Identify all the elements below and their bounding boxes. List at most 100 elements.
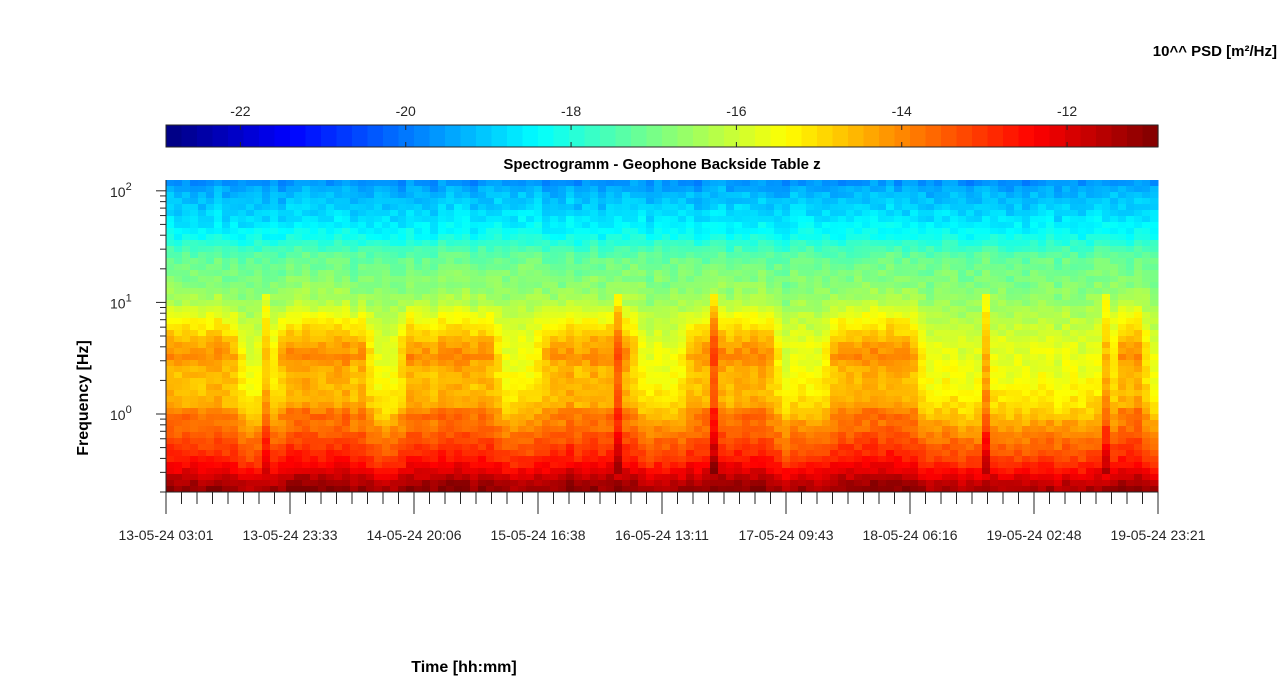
heatmap-cell — [238, 198, 247, 205]
heatmap-cell — [454, 438, 463, 445]
heatmap-cell — [878, 360, 887, 367]
heatmap-cell — [190, 396, 199, 403]
heatmap-cell — [862, 270, 871, 277]
heatmap-cell — [726, 222, 735, 229]
heatmap-cell — [718, 462, 727, 469]
heatmap-cell — [902, 462, 911, 469]
heatmap-cell — [414, 366, 423, 373]
heatmap-cell — [198, 360, 207, 367]
heatmap-cell — [814, 222, 823, 229]
heatmap-cell — [758, 246, 767, 253]
heatmap-cell — [190, 366, 199, 373]
heatmap-cell — [350, 276, 359, 283]
heatmap-cell — [166, 384, 175, 391]
heatmap-cell — [382, 300, 391, 307]
heatmap-cell — [718, 216, 727, 223]
heatmap-cell — [262, 222, 271, 229]
heatmap-cell — [702, 444, 711, 451]
heatmap-cell — [758, 234, 767, 241]
heatmap-cell — [254, 408, 263, 415]
heatmap-cell — [206, 342, 215, 349]
heatmap-cell — [582, 258, 591, 265]
heatmap-cell — [494, 228, 503, 235]
heatmap-cell — [198, 444, 207, 451]
heatmap-cell — [838, 402, 847, 409]
heatmap-cell — [286, 378, 295, 385]
heatmap-cell — [654, 474, 663, 481]
heatmap-cell — [814, 312, 823, 319]
heatmap-cell — [702, 252, 711, 259]
heatmap-cell — [710, 276, 719, 283]
heatmap-cell — [502, 234, 511, 241]
heatmap-cell — [646, 198, 655, 205]
heatmap-cell — [398, 318, 407, 325]
heatmap-cell — [422, 318, 431, 325]
heatmap-cell — [262, 186, 271, 193]
heatmap-cell — [902, 438, 911, 445]
heatmap-cell — [718, 318, 727, 325]
heatmap-cell — [902, 282, 911, 289]
colorbar-cell — [166, 125, 183, 147]
heatmap-cell — [526, 210, 535, 217]
heatmap-cell — [166, 324, 175, 331]
heatmap-cell — [438, 216, 447, 223]
heatmap-cell — [838, 480, 847, 487]
heatmap-cell — [558, 390, 567, 397]
heatmap-cell — [214, 366, 223, 373]
heatmap-cell — [198, 210, 207, 217]
heatmap-cell — [798, 354, 807, 361]
heatmap-cell — [206, 240, 215, 247]
heatmap-cell — [390, 330, 399, 337]
heatmap-cell — [862, 366, 871, 373]
heatmap-cell — [174, 342, 183, 349]
heatmap-cell — [694, 270, 703, 277]
heatmap-cell — [838, 408, 847, 415]
heatmap-cell — [806, 390, 815, 397]
colorbar-tick-label: -14 — [892, 103, 912, 119]
heatmap-cell — [518, 240, 527, 247]
heatmap-cell — [582, 192, 591, 199]
heatmap-cell — [678, 222, 687, 229]
heatmap-cell — [254, 402, 263, 409]
heatmap-cell — [310, 420, 319, 427]
heatmap-cell — [798, 480, 807, 487]
heatmap-cell — [454, 390, 463, 397]
heatmap-cell — [734, 318, 743, 325]
heatmap-cell — [494, 258, 503, 265]
heatmap-cell — [694, 402, 703, 409]
heatmap-cell — [566, 384, 575, 391]
heatmap-cell — [782, 360, 791, 367]
heatmap-cell — [606, 366, 615, 373]
heatmap-cell — [486, 456, 495, 463]
heatmap-cell — [766, 444, 775, 451]
heatmap-cell — [198, 456, 207, 463]
heatmap-cell — [254, 288, 263, 295]
heatmap-cell — [358, 462, 367, 469]
heatmap-cell — [822, 474, 831, 481]
heatmap-cell — [542, 216, 551, 223]
heatmap-cell — [318, 210, 327, 217]
heatmap-cell — [302, 180, 311, 187]
heatmap-cell — [742, 186, 751, 193]
heatmap-cell — [414, 426, 423, 433]
heatmap-cell — [750, 270, 759, 277]
heatmap-cell — [654, 282, 663, 289]
heatmap-cell — [222, 312, 231, 319]
heatmap-cell — [374, 450, 383, 457]
heatmap-cell — [246, 342, 255, 349]
heatmap-cell — [358, 336, 367, 343]
heatmap-cell — [454, 318, 463, 325]
heatmap-cell — [230, 336, 239, 343]
heatmap-cell — [430, 462, 439, 469]
heatmap-cell — [550, 318, 559, 325]
heatmap-cell — [246, 378, 255, 385]
heatmap-cell — [726, 330, 735, 337]
heatmap-cell — [846, 198, 855, 205]
heatmap-cell — [574, 294, 583, 301]
colorbar-cell — [1065, 125, 1082, 147]
heatmap-cell — [478, 234, 487, 241]
heatmap-cell — [462, 432, 471, 439]
heatmap-cell — [198, 474, 207, 481]
heatmap-cell — [198, 270, 207, 277]
heatmap-cell — [302, 420, 311, 427]
